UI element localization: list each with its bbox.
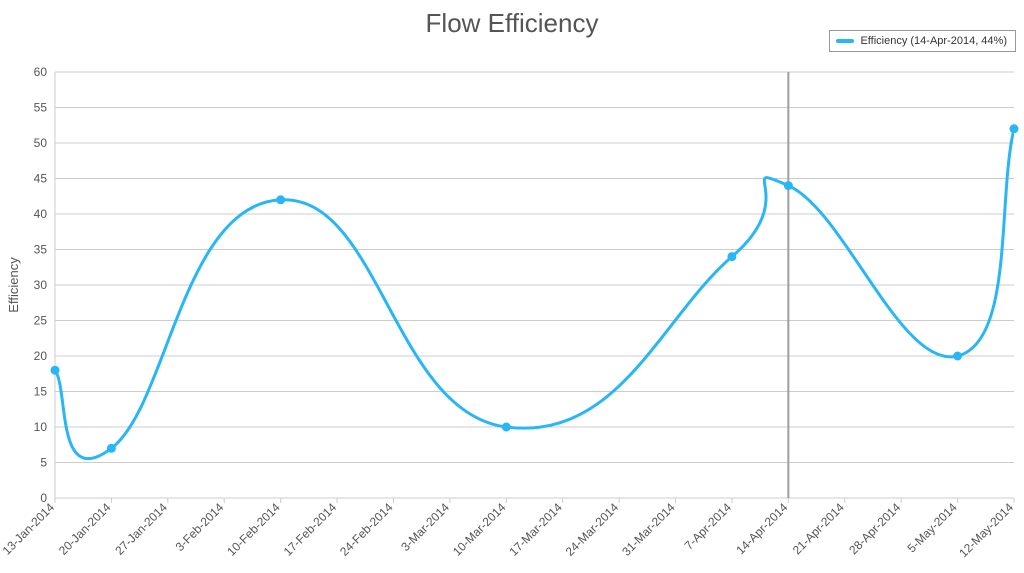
svg-text:24-Mar-2014: 24-Mar-2014 — [563, 500, 622, 559]
svg-text:12-May-2014: 12-May-2014 — [956, 500, 1016, 560]
svg-text:60: 60 — [34, 65, 48, 79]
svg-text:14-Apr-2014: 14-Apr-2014 — [733, 500, 790, 557]
svg-text:10-Mar-2014: 10-Mar-2014 — [450, 500, 509, 559]
svg-text:17-Feb-2014: 17-Feb-2014 — [281, 500, 340, 559]
svg-text:17-Mar-2014: 17-Mar-2014 — [506, 500, 565, 559]
svg-text:5-May-2014: 5-May-2014 — [905, 500, 960, 555]
svg-text:3-Mar-2014: 3-Mar-2014 — [398, 500, 452, 554]
svg-text:15: 15 — [34, 385, 48, 399]
svg-text:45: 45 — [34, 172, 48, 186]
svg-text:30: 30 — [34, 278, 48, 292]
svg-text:28-Apr-2014: 28-Apr-2014 — [846, 500, 903, 557]
svg-text:10-Feb-2014: 10-Feb-2014 — [224, 500, 283, 559]
svg-text:21-Apr-2014: 21-Apr-2014 — [790, 500, 847, 557]
svg-text:10: 10 — [34, 420, 48, 434]
svg-text:5: 5 — [40, 456, 47, 470]
svg-text:55: 55 — [34, 101, 48, 115]
svg-text:50: 50 — [34, 136, 48, 150]
svg-text:3-Feb-2014: 3-Feb-2014 — [173, 500, 227, 554]
svg-text:13-Jan-2014: 13-Jan-2014 — [0, 500, 57, 558]
svg-text:40: 40 — [34, 207, 48, 221]
chart-svg: 051015202530354045505560Efficiency13-Jan… — [0, 0, 1024, 573]
svg-text:27-Jan-2014: 27-Jan-2014 — [112, 500, 170, 558]
svg-text:31-Mar-2014: 31-Mar-2014 — [619, 500, 678, 559]
svg-text:7-Apr-2014: 7-Apr-2014 — [682, 500, 735, 553]
svg-text:20-Jan-2014: 20-Jan-2014 — [56, 500, 114, 558]
svg-text:35: 35 — [34, 243, 48, 257]
svg-text:25: 25 — [34, 314, 48, 328]
svg-text:Efficiency: Efficiency — [6, 257, 21, 313]
chart-plot: 051015202530354045505560Efficiency13-Jan… — [0, 0, 1024, 573]
svg-text:24-Feb-2014: 24-Feb-2014 — [337, 500, 396, 559]
svg-text:20: 20 — [34, 349, 48, 363]
